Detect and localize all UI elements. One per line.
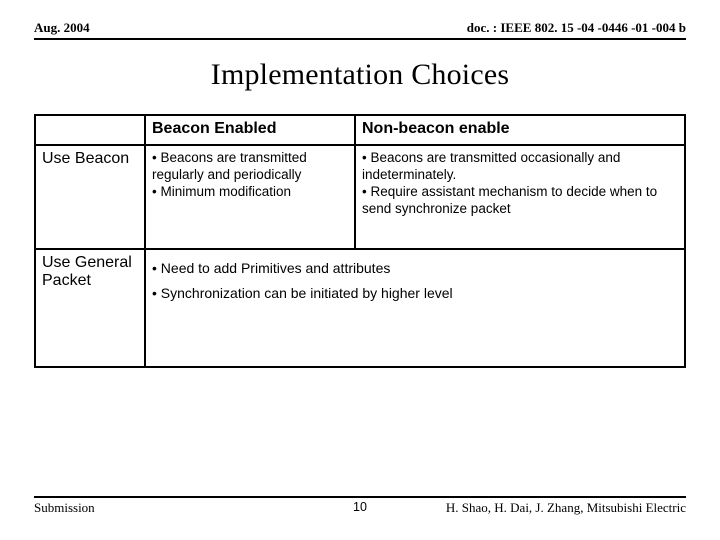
footer-rule — [34, 496, 686, 498]
header-rule — [34, 38, 686, 40]
header: Aug. 2004 doc. : IEEE 802. 15 -04 -0446 … — [34, 20, 686, 36]
header-date: Aug. 2004 — [34, 20, 90, 36]
implementation-table: Beacon Enabled Non-beacon enable Use Bea… — [34, 114, 686, 368]
row-label-use-general-packet: Use General Packet — [35, 249, 145, 367]
header-docnum: doc. : IEEE 802. 15 -04 -0446 -01 -004 b — [467, 20, 686, 36]
slide: Aug. 2004 doc. : IEEE 802. 15 -04 -0446 … — [0, 0, 720, 540]
table-row-use-beacon: Use Beacon • Beacons are transmitted reg… — [35, 145, 685, 249]
table-header-non-beacon: Non-beacon enable — [355, 115, 685, 145]
cell-non-beacon: • Beacons are transmitted occasionally a… — [355, 145, 685, 249]
footer-submission: Submission — [34, 500, 95, 516]
table-row-use-general-packet: Use General Packet • Need to add Primiti… — [35, 249, 685, 367]
footer: Submission 10 H. Shao, H. Dai, J. Zhang,… — [34, 496, 686, 516]
table-header-blank — [35, 115, 145, 145]
table-header-row: Beacon Enabled Non-beacon enable — [35, 115, 685, 145]
cell-general-packet-span: • Need to add Primitives and attributes•… — [145, 249, 685, 367]
page-title: Implementation Choices — [34, 58, 686, 92]
footer-authors: H. Shao, H. Dai, J. Zhang, Mitsubishi El… — [446, 500, 686, 516]
row-label-use-beacon: Use Beacon — [35, 145, 145, 249]
cell-beacon-enabled: • Beacons are transmitted regularly and … — [145, 145, 355, 249]
footer-row: Submission 10 H. Shao, H. Dai, J. Zhang,… — [34, 500, 686, 516]
table-header-beacon-enabled: Beacon Enabled — [145, 115, 355, 145]
